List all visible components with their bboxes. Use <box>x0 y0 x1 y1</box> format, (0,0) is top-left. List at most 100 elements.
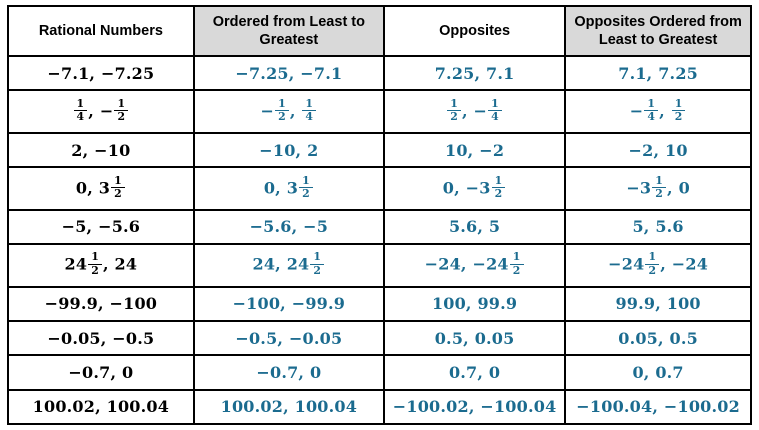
cell-text: 0, 0.7 <box>632 363 684 382</box>
cell-text: −100, −99.9 <box>232 294 346 314</box>
cell-text: −0.7, 0 <box>68 363 134 382</box>
fraction-denominator: 2 <box>450 110 459 124</box>
table-row: 24 1 2, 24 24, 24 1 2 −24, −24 1 2 −24 1 2, −24 <box>7 243 752 288</box>
column-header: Opposites <box>382 5 567 57</box>
cell-text: 0, −3 <box>442 178 491 198</box>
table-cell: 10, −2 <box>382 131 567 169</box>
cell-text: , 0 <box>667 178 690 198</box>
table-cell: 24, 24 1 2 <box>192 243 385 288</box>
cell-text: , 24 <box>102 254 138 274</box>
cell-text: −3 <box>626 178 652 198</box>
fraction-numerator: 1 <box>671 97 686 112</box>
fraction-denominator: 2 <box>278 110 286 124</box>
cell-text: 100, 99.9 <box>431 294 518 314</box>
fraction-numerator: 1 <box>73 97 88 112</box>
table-cell: 0.7, 0 <box>382 354 567 391</box>
table-cell: −100.02, −100.04 <box>382 388 567 426</box>
fraction-denominator: 4 <box>305 110 314 124</box>
table-cell: −10, 2 <box>192 131 385 169</box>
fraction-numerator: 1 <box>509 251 524 265</box>
table-cell: −3 1 2, 0 <box>564 166 752 211</box>
fraction-numerator: 1 <box>299 174 313 189</box>
table-row: −5, −5.6 −5.6, −5 5.6, 5 5, 5.6 <box>7 208 752 246</box>
cell-text: , −24 <box>660 254 709 274</box>
cell-text: −100.02, −100.04 <box>392 397 557 417</box>
fraction-denominator: 2 <box>655 187 664 201</box>
fraction-denominator: 2 <box>91 263 99 277</box>
table-cell: −0.7, 0 <box>192 354 385 391</box>
table-header-row: Rational Numbers Ordered from Least to Gr… <box>7 5 752 57</box>
cell-text: −7.1, −7.25 <box>47 63 155 83</box>
rational-numbers-cell: −99.9, −100 <box>7 285 195 323</box>
table-cell: 0, −3 1 2 <box>382 166 567 211</box>
cell-text: 100.02, 100.04 <box>32 397 170 417</box>
fraction-denominator: 2 <box>302 187 310 201</box>
cell-text: −24, −24 <box>424 254 509 274</box>
table-cell: 0.05, 0.5 <box>564 320 752 357</box>
rational-numbers-cell: −5, −5.6 <box>7 208 195 246</box>
fraction-denominator: 2 <box>494 187 503 201</box>
cell-text: −24 <box>608 254 645 274</box>
table-row: −0.7, 0 −0.7, 0 0.7, 0 0, 0.7 <box>7 354 752 391</box>
fraction-numerator: 1 <box>491 174 506 189</box>
cell-text: 24, 24 <box>252 254 310 274</box>
table-cell: 99.9, 100 <box>564 285 752 323</box>
table-cell: −24 1 2, −24 <box>564 243 752 288</box>
cell-text: 2, −10 <box>71 140 131 160</box>
table-cell: −7.25, −7.1 <box>192 54 385 92</box>
table-cell: −24, −24 1 2 <box>382 243 567 288</box>
table-cell: −0.5, −0.05 <box>192 320 385 357</box>
fraction-numerator: 1 <box>114 97 129 112</box>
table-body: −7.1, −7.25 −7.25, −7.1 7.25, 7.1 7.1, 7.25… <box>7 54 752 426</box>
fraction-numerator: 1 <box>275 97 289 112</box>
table-row: −0.05, −0.5 −0.5, −0.05 0.5, 0.05 0.05, 0.5 <box>7 320 752 357</box>
cell-text: −5.6, −5 <box>249 217 329 237</box>
table-row: 0, 3 1 2 0, 3 1 2 0, −3 1 2 −3 1 2, 0 <box>7 166 752 211</box>
fraction-denominator: 2 <box>117 110 126 124</box>
rational-numbers-table: Rational Numbers Ordered from Least to Gr… <box>7 5 752 426</box>
rational-numbers-cell: −0.7, 0 <box>7 354 195 391</box>
cell-text: 0, 3 <box>75 178 111 198</box>
fraction-numerator: 1 <box>644 97 659 112</box>
fraction-numerator: 1 <box>302 97 317 112</box>
cell-text: 0.7, 0 <box>448 363 501 382</box>
rational-numbers-cell: 100.02, 100.04 <box>7 388 195 426</box>
table-cell: −2, 10 <box>564 131 752 169</box>
cell-text: 99.9, 100 <box>615 294 701 314</box>
cell-text: − <box>629 101 644 121</box>
rational-numbers-cell: 2, −10 <box>7 131 195 169</box>
table-cell: 5.6, 5 <box>382 208 567 246</box>
table-row: −99.9, −100 −100, −99.9 100, 99.9 99.9, 100 <box>7 285 752 323</box>
column-header: Opposites Ordered from Least to Greatest <box>564 5 752 57</box>
cell-text: − <box>260 101 275 121</box>
column-header: Ordered from Least to Greatest <box>192 5 385 57</box>
table-row: −7.1, −7.25 −7.25, −7.1 7.25, 7.1 7.1, 7.25 <box>7 54 752 92</box>
cell-text: 24 <box>64 254 88 274</box>
table-cell: 100.02, 100.04 <box>192 388 385 426</box>
cell-text: −0.5, −0.05 <box>235 328 343 348</box>
fraction-denominator: 2 <box>674 110 683 124</box>
cell-text: −0.05, −0.5 <box>47 328 155 348</box>
fraction-numerator: 1 <box>652 174 667 189</box>
fraction-denominator: 2 <box>648 263 657 277</box>
cell-text: −5, −5.6 <box>61 217 141 237</box>
cell-text: 0.5, 0.05 <box>434 328 515 348</box>
cell-text: −100.04, −100.02 <box>576 397 740 417</box>
cell-text: 7.25, 7.1 <box>434 63 515 83</box>
table-cell: 7.25, 7.1 <box>382 54 567 92</box>
